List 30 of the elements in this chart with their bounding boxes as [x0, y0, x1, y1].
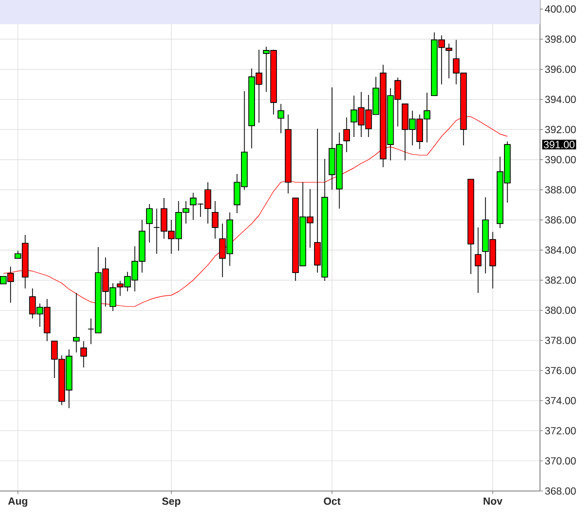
y-tick-label: 370.00 — [545, 457, 576, 465]
candlestick — [73, 292, 80, 353]
x-tick-label: Nov — [484, 498, 502, 505]
y-tick-label: 388.00 — [545, 186, 576, 194]
y-tick-label: 368.00 — [545, 487, 576, 495]
candlestick — [446, 43, 452, 79]
candlestick — [278, 104, 284, 134]
y-tick-label: 372.00 — [545, 427, 576, 434]
y-tick-label: 380.00 — [545, 306, 576, 314]
candlestick — [146, 204, 153, 243]
y-tick-label: 384.00 — [545, 246, 576, 254]
x-tick-label: Sep — [162, 498, 180, 507]
candlestick — [212, 200, 218, 240]
x-tick-label: Aug — [8, 498, 28, 507]
y-tick-label: 394.00 — [545, 96, 576, 104]
y-tick-label: 386.00 — [545, 216, 576, 224]
candlestick — [343, 117, 350, 153]
y-tick-label: 378.00 — [545, 336, 576, 344]
y-tick-label: 376.00 — [545, 366, 576, 374]
candlestick — [80, 340, 87, 368]
y-tick-label: 392.00 — [545, 126, 576, 134]
y-tick-label: 400.00 — [544, 5, 576, 13]
y-tick-label: 382.00 — [545, 276, 576, 284]
x-tick-label: Oct — [324, 498, 340, 505]
y-tick-label: 396.00 — [545, 66, 576, 73]
y-tick-label: 374.00 — [545, 396, 576, 404]
y-tick-label: 390.00 — [545, 156, 576, 164]
text: 391.00 — [544, 140, 575, 148]
candlestick — [474, 227, 482, 294]
y-tick-label: 398.00 — [545, 36, 576, 43]
